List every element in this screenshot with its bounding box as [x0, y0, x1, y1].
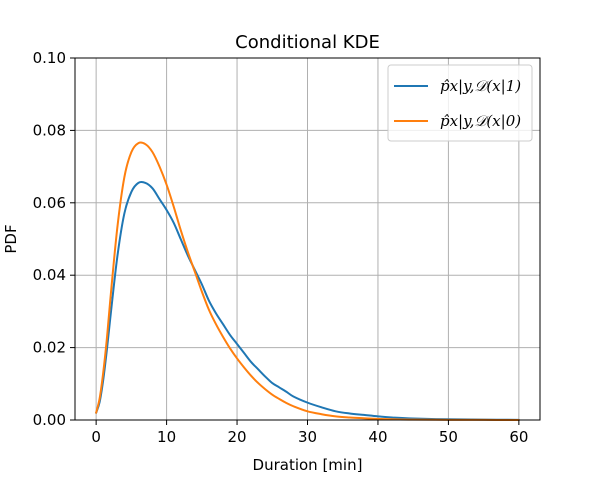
x-tick-label: 60 — [509, 428, 528, 446]
series-line-x-given-0 — [95, 141, 520, 421]
y-tick-label: 0.02 — [33, 339, 66, 357]
ticks: 0 10 20 30 40 50 60 0.00 0.02 0.04 0.06 0.08 0.10 — [33, 49, 529, 446]
y-tick-label: 0.08 — [33, 121, 66, 139]
legend: p̂x|y,𝒟(x|1) p̂x|y,𝒟(x|0) — [387, 64, 533, 142]
series-line-x-given-1 — [95, 180, 520, 421]
x-axis-label: Duration [min] — [253, 456, 363, 474]
x-tick-label: 0 — [91, 428, 101, 446]
x-tick-label: 40 — [368, 428, 387, 446]
legend-label-series-0: p̂x|y,𝒟(x|0) — [440, 112, 521, 130]
y-tick-label: 0.10 — [33, 49, 66, 67]
y-tick-label: 0.04 — [33, 266, 66, 284]
y-tick-label: 0.00 — [33, 411, 66, 429]
y-axis-label: PDF — [2, 224, 20, 253]
series-layer — [95, 141, 520, 421]
x-tick-label: 10 — [157, 428, 176, 446]
x-tick-label: 20 — [227, 428, 246, 446]
x-tick-label: 30 — [298, 428, 317, 446]
legend-label-series-1: p̂x|y,𝒟(x|1) — [440, 77, 521, 95]
x-tick-label: 50 — [439, 428, 458, 446]
chart-title: Conditional KDE — [235, 32, 380, 53]
y-tick-label: 0.06 — [33, 194, 66, 212]
